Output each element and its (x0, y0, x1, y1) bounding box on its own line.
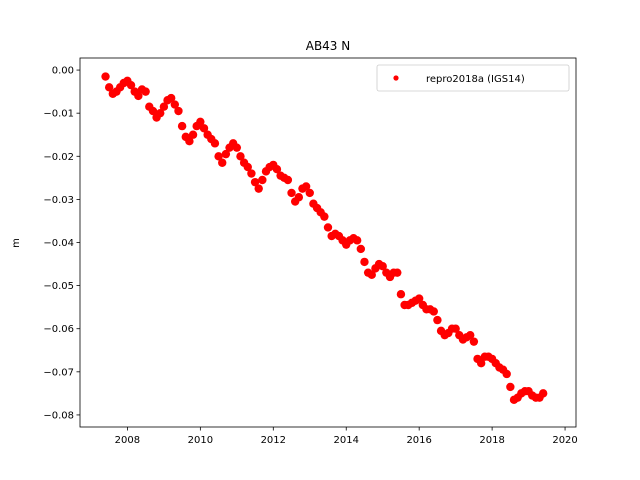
data-point (214, 152, 223, 161)
data-point (283, 175, 293, 185)
data-point (210, 139, 220, 148)
data-point (177, 121, 187, 131)
data-point (451, 324, 460, 333)
y-tick-label: −0.07 (43, 367, 74, 378)
data-point (414, 294, 424, 303)
plot-area (101, 72, 548, 405)
data-point (476, 359, 486, 368)
data-point (356, 244, 366, 254)
data-point (352, 236, 362, 245)
data-point (538, 389, 548, 398)
data-point (320, 212, 329, 221)
data-point (378, 262, 387, 271)
x-tick-label: 2014 (334, 435, 359, 446)
data-point (367, 270, 376, 280)
data-point (166, 93, 176, 103)
data-point (148, 106, 158, 116)
data-point (174, 106, 183, 116)
data-point (101, 72, 110, 81)
data-point (294, 193, 304, 202)
y-tick-label: −0.06 (43, 324, 74, 335)
data-point (247, 169, 256, 178)
data-point (360, 257, 369, 267)
chart-title: AB43 N (306, 39, 351, 53)
data-point (272, 165, 282, 174)
data-point (199, 124, 209, 133)
x-axis: 2008 2010 2012 2014 2016 2018 2020 (115, 427, 578, 446)
data-point (156, 108, 165, 118)
data-point (254, 184, 263, 193)
x-tick-label: 2018 (479, 435, 504, 446)
y-tick-label: −0.08 (43, 410, 74, 421)
y-tick-label: 0.00 (52, 66, 74, 77)
data-point (134, 91, 143, 101)
data-point (243, 162, 252, 172)
data-point (323, 223, 333, 232)
y-tick-label: −0.04 (43, 238, 74, 249)
data-point (141, 87, 150, 96)
y-axis: 0.00 −0.01 −0.02 −0.03 −0.04 −0.05 −0.06 −0.07 −… (43, 66, 80, 421)
data-point (188, 130, 198, 139)
y-tick-label: −0.01 (43, 109, 74, 120)
data-point (502, 369, 511, 379)
data-point (469, 337, 479, 346)
data-point (250, 177, 260, 187)
y-axis-label: m (11, 238, 22, 248)
x-tick-label: 2010 (188, 435, 213, 446)
legend-label: repro2018a (IGS14) (426, 74, 525, 85)
data-point (305, 188, 314, 198)
data-point (429, 307, 438, 316)
data-point (170, 100, 180, 109)
x-tick-label: 2008 (115, 435, 140, 446)
data-point (236, 152, 245, 161)
data-point (258, 175, 267, 185)
x-tick-label: 2012 (261, 435, 286, 446)
data-point (433, 315, 442, 325)
x-tick-label: 2016 (406, 435, 431, 446)
data-point (126, 80, 136, 90)
data-point (159, 102, 169, 111)
data-point (185, 136, 194, 146)
data-point (196, 117, 205, 126)
y-tick-label: −0.02 (43, 152, 74, 163)
data-point (232, 143, 242, 152)
data-point (287, 188, 296, 198)
data-point (393, 268, 402, 277)
data-point (466, 330, 475, 340)
legend-marker (393, 75, 399, 81)
x-tick-label: 2020 (552, 435, 577, 446)
legend-box (376, 64, 570, 92)
y-tick-label: −0.05 (43, 281, 74, 292)
data-point (506, 382, 515, 392)
data-point (218, 158, 227, 167)
y-tick-label: −0.03 (43, 195, 74, 206)
data-point (301, 182, 311, 191)
data-point (104, 83, 114, 92)
legend: repro2018a (IGS14) (376, 64, 570, 92)
data-point (396, 290, 406, 299)
data-point (221, 149, 231, 159)
